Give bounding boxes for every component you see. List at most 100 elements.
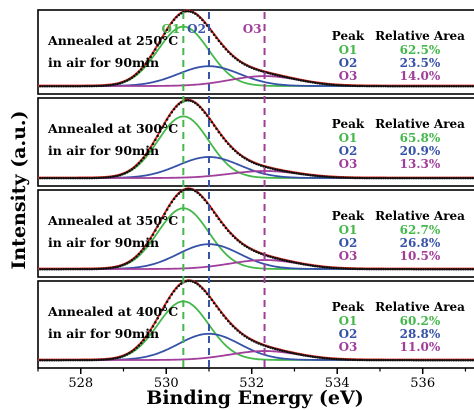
- data-point: [318, 356, 322, 359]
- data-point: [248, 247, 251, 250]
- x-axis-label: Binding Energy (eV): [146, 387, 363, 409]
- data-point: [255, 341, 258, 344]
- data-point: [217, 130, 221, 134]
- data-point: [194, 101, 197, 105]
- data-point: [147, 59, 150, 62]
- data-point: [281, 169, 284, 173]
- data-point: [165, 208, 169, 211]
- panel-annotation-line1: Annealed at 250°C: [47, 33, 178, 48]
- data-point: [403, 267, 406, 271]
- data-point: [137, 161, 141, 165]
- data-point: [370, 358, 373, 362]
- data-point: [415, 267, 418, 271]
- data-point: [266, 254, 270, 258]
- data-point: [226, 50, 230, 53]
- data-point: [297, 262, 300, 265]
- data-point: [415, 358, 418, 362]
- data-point: [436, 267, 439, 271]
- data-point: [215, 305, 218, 308]
- data-point: [179, 282, 183, 286]
- data-point: [123, 263, 127, 266]
- data-point: [410, 267, 413, 271]
- data-point: [252, 340, 256, 343]
- data-point: [292, 352, 296, 355]
- x-tick-label: 530: [154, 376, 179, 391]
- data-point: [95, 358, 98, 362]
- data-point: [222, 45, 225, 48]
- data-point: [443, 176, 446, 180]
- data-point: [107, 84, 110, 87]
- data-point: [372, 176, 376, 180]
- data-point: [433, 84, 437, 88]
- data-point: [187, 10, 190, 13]
- data-point: [114, 357, 117, 360]
- data-point: [316, 81, 319, 85]
- data-point: [45, 267, 49, 271]
- data-point: [360, 176, 364, 180]
- data-point: [292, 171, 296, 175]
- data-point: [335, 357, 338, 361]
- data-point: [109, 357, 112, 361]
- data-point: [210, 120, 214, 124]
- data-point: [370, 176, 373, 180]
- data-point: [38, 358, 42, 362]
- table-area-o2: 23.5%: [400, 56, 441, 70]
- data-point: [431, 358, 434, 362]
- data-point: [422, 176, 425, 180]
- data-point: [81, 176, 84, 180]
- data-point: [346, 358, 350, 361]
- data-point: [154, 321, 157, 324]
- data-point: [332, 83, 336, 87]
- table-area-o3: 14.0%: [400, 69, 441, 83]
- data-point: [445, 267, 449, 271]
- data-point: [147, 150, 150, 153]
- data-point: [41, 267, 44, 271]
- data-point: [393, 358, 397, 362]
- data-point: [100, 176, 103, 180]
- data-point: [55, 84, 58, 88]
- data-point: [304, 354, 308, 357]
- data-point: [177, 13, 181, 17]
- data-point: [403, 84, 406, 88]
- data-point: [452, 358, 456, 362]
- data-point: [139, 250, 143, 253]
- data-point: [335, 266, 338, 270]
- data-point: [405, 358, 409, 362]
- data-point: [318, 265, 322, 268]
- data-point: [469, 358, 472, 362]
- data-point: [92, 84, 96, 88]
- data-point: [234, 56, 237, 60]
- data-point: [52, 84, 56, 88]
- data-point: [398, 176, 402, 180]
- data-point: [130, 168, 134, 171]
- data-point: [125, 170, 129, 174]
- data-point: [306, 354, 310, 358]
- data-point: [156, 317, 159, 320]
- data-point: [175, 194, 178, 198]
- data-point: [252, 249, 256, 253]
- panels-layer: Annealed at 250°C in air for 90min Peak Rel…: [37, 9, 474, 369]
- reference-label-o1: O1: [162, 22, 181, 36]
- data-point: [217, 217, 221, 221]
- data-point: [396, 84, 399, 88]
- data-point: [198, 105, 202, 109]
- data-point: [431, 267, 434, 271]
- data-point: [321, 82, 324, 85]
- data-point: [241, 242, 244, 246]
- data-point: [104, 84, 108, 87]
- data-point: [339, 84, 343, 87]
- data-point: [135, 164, 138, 167]
- data-point: [440, 176, 444, 180]
- data-point: [302, 173, 305, 176]
- data-point: [417, 358, 420, 362]
- data-point: [415, 176, 418, 180]
- data-point: [109, 266, 112, 270]
- data-point: [139, 159, 143, 162]
- data-point: [459, 267, 463, 271]
- data-point: [215, 36, 218, 40]
- data-point: [429, 358, 432, 362]
- data-point: [358, 84, 362, 88]
- data-point: [455, 176, 458, 180]
- data-point: [208, 295, 211, 299]
- data-point: [450, 358, 453, 362]
